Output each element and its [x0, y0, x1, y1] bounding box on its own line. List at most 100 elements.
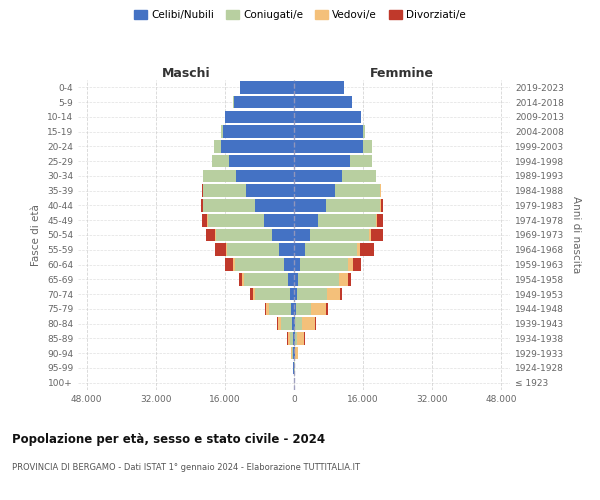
Text: Popolazione per età, sesso e stato civile - 2024: Popolazione per età, sesso e stato civil…	[12, 432, 325, 446]
Bar	[226, 244, 227, 256]
Bar	[294, 228, 310, 241]
Bar	[335, 184, 380, 197]
Bar	[376, 214, 377, 226]
Bar	[294, 110, 361, 123]
Bar	[253, 288, 255, 300]
Bar	[235, 258, 284, 271]
Bar	[318, 214, 376, 226]
Bar	[302, 318, 315, 330]
Bar	[310, 228, 369, 241]
Bar	[305, 244, 356, 256]
Bar	[221, 126, 223, 138]
Bar	[353, 258, 361, 271]
Bar	[294, 81, 344, 94]
Bar	[233, 258, 235, 271]
Bar	[294, 288, 296, 300]
Bar	[240, 81, 294, 94]
Bar	[281, 318, 292, 330]
Bar	[278, 318, 281, 330]
Bar	[239, 273, 242, 285]
Bar	[236, 170, 294, 182]
Bar	[293, 347, 294, 360]
Text: Maschi: Maschi	[161, 67, 211, 80]
Text: Femmine: Femmine	[370, 67, 434, 80]
Bar	[315, 318, 316, 330]
Bar	[215, 244, 226, 256]
Bar	[221, 140, 294, 152]
Bar	[296, 302, 311, 315]
Bar	[206, 228, 215, 241]
Bar	[356, 244, 360, 256]
Bar	[294, 244, 305, 256]
Bar	[294, 126, 363, 138]
Legend: Celibi/Nubili, Coniugati/e, Vedovi/e, Divorziati/e: Celibi/Nubili, Coniugati/e, Vedovi/e, Di…	[132, 8, 468, 22]
Bar	[295, 318, 302, 330]
Bar	[294, 318, 295, 330]
Bar	[227, 244, 279, 256]
Bar	[279, 244, 294, 256]
Bar	[202, 184, 203, 197]
Bar	[226, 258, 233, 271]
Bar	[264, 214, 294, 226]
Bar	[255, 288, 290, 300]
Bar	[294, 170, 341, 182]
Bar	[265, 302, 266, 315]
Bar	[292, 318, 294, 330]
Bar	[291, 302, 294, 315]
Bar	[311, 302, 326, 315]
Bar	[293, 332, 294, 344]
Bar	[294, 302, 296, 315]
Bar	[294, 96, 352, 108]
Bar	[294, 199, 326, 212]
Bar	[294, 332, 295, 344]
Y-axis label: Anni di nascita: Anni di nascita	[571, 196, 581, 274]
Bar	[301, 258, 348, 271]
Bar	[208, 214, 264, 226]
Bar	[215, 228, 216, 241]
Y-axis label: Fasce di età: Fasce di età	[31, 204, 41, 266]
Bar	[348, 258, 353, 271]
Bar	[294, 273, 298, 285]
Text: PROVINCIA DI BERGAMO - Dati ISTAT 1° gennaio 2024 - Elaborazione TUTTITALIA.IT: PROVINCIA DI BERGAMO - Dati ISTAT 1° gen…	[12, 462, 360, 471]
Bar	[203, 199, 255, 212]
Bar	[294, 214, 318, 226]
Bar	[266, 302, 269, 315]
Bar	[214, 140, 221, 152]
Bar	[339, 273, 347, 285]
Bar	[294, 347, 295, 360]
Bar	[287, 332, 290, 344]
Bar	[292, 347, 293, 360]
Bar	[298, 273, 339, 285]
Bar	[203, 184, 247, 197]
Bar	[340, 288, 343, 300]
Bar	[269, 302, 291, 315]
Bar	[294, 155, 350, 168]
Bar	[229, 155, 294, 168]
Bar	[295, 332, 296, 344]
Bar	[369, 228, 371, 241]
Bar	[326, 302, 328, 315]
Bar	[326, 199, 380, 212]
Bar	[347, 273, 350, 285]
Bar	[341, 170, 376, 182]
Bar	[212, 155, 229, 168]
Bar	[277, 318, 278, 330]
Bar	[290, 332, 293, 344]
Bar	[244, 273, 287, 285]
Bar	[247, 184, 294, 197]
Bar	[225, 110, 294, 123]
Bar	[294, 258, 301, 271]
Bar	[287, 273, 294, 285]
Bar	[350, 155, 372, 168]
Bar	[296, 288, 327, 300]
Bar	[242, 273, 244, 285]
Bar	[233, 96, 294, 108]
Bar	[223, 126, 294, 138]
Bar	[377, 214, 383, 226]
Bar	[216, 228, 272, 241]
Bar	[294, 140, 363, 152]
Bar	[250, 288, 253, 300]
Bar	[360, 244, 374, 256]
Bar	[284, 258, 294, 271]
Bar	[202, 214, 207, 226]
